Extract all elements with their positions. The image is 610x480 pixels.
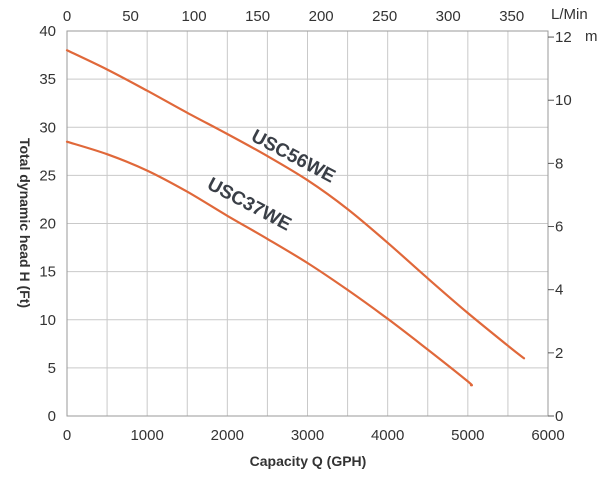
x-tick-label: 5000 (451, 427, 484, 444)
y2-tick-label: 8 (555, 155, 563, 172)
x2-tick-label: 300 (436, 8, 461, 25)
y2-tick-label: 12 (555, 29, 572, 46)
x-axis-gph-ticks: 0 1000 2000 3000 4000 5000 6000 (63, 427, 565, 444)
plot-frame (66, 30, 549, 417)
x-tick-label: 3000 (291, 427, 324, 444)
y-axis-ft-ticks: 0 5 10 15 20 25 30 35 40 (39, 23, 56, 425)
x-tick-label: 0 (63, 427, 71, 444)
y-axis-title: Total dynamic head H (Ft) (17, 138, 33, 308)
y-tick-label: 30 (39, 119, 56, 136)
curves (65, 49, 526, 387)
x2-tick-label: 100 (182, 8, 207, 25)
x2-tick-label: 150 (245, 8, 270, 25)
grid-lines (67, 31, 548, 416)
right-unit-label: m (585, 28, 598, 45)
x-axis-title: Capacity Q (GPH) (250, 453, 367, 469)
y2-tick-label: 4 (555, 282, 563, 299)
series-line-usc37we (65, 140, 474, 387)
series-line-usc56we (65, 49, 526, 360)
x2-tick-label: 250 (372, 8, 397, 25)
x2-tick-label: 200 (309, 8, 334, 25)
y2-tick-label: 2 (555, 345, 563, 362)
y2-tick-label: 0 (555, 408, 563, 425)
y-axis-m-ticks: 0 2 4 6 8 10 12 (548, 29, 572, 425)
x-tick-label: 4000 (371, 427, 404, 444)
y-tick-label: 10 (39, 312, 56, 329)
y-tick-label: 25 (39, 167, 56, 184)
y2-tick-label: 10 (555, 92, 572, 109)
y-tick-label: 20 (39, 216, 56, 233)
top-unit-label: L/Min (551, 6, 588, 23)
y-tick-label: 35 (39, 71, 56, 88)
x-axis-lmin-ticks: 0 50 100 150 200 250 300 350 (63, 8, 524, 25)
x2-tick-label: 50 (122, 8, 139, 25)
y-tick-label: 5 (48, 360, 56, 377)
series-label-usc37we: USC37WE (204, 174, 295, 236)
x-tick-label: 2000 (211, 427, 244, 444)
y2-tick-label: 6 (555, 219, 563, 236)
x-tick-label: 6000 (531, 427, 564, 444)
x2-tick-label: 0 (63, 8, 71, 25)
y-tick-label: 0 (48, 408, 56, 425)
y-tick-label: 40 (39, 23, 56, 40)
y-tick-label: 15 (39, 264, 56, 281)
series-label-usc56we: USC56WE (248, 126, 339, 188)
x2-tick-label: 350 (499, 8, 524, 25)
x-tick-label: 1000 (130, 427, 163, 444)
